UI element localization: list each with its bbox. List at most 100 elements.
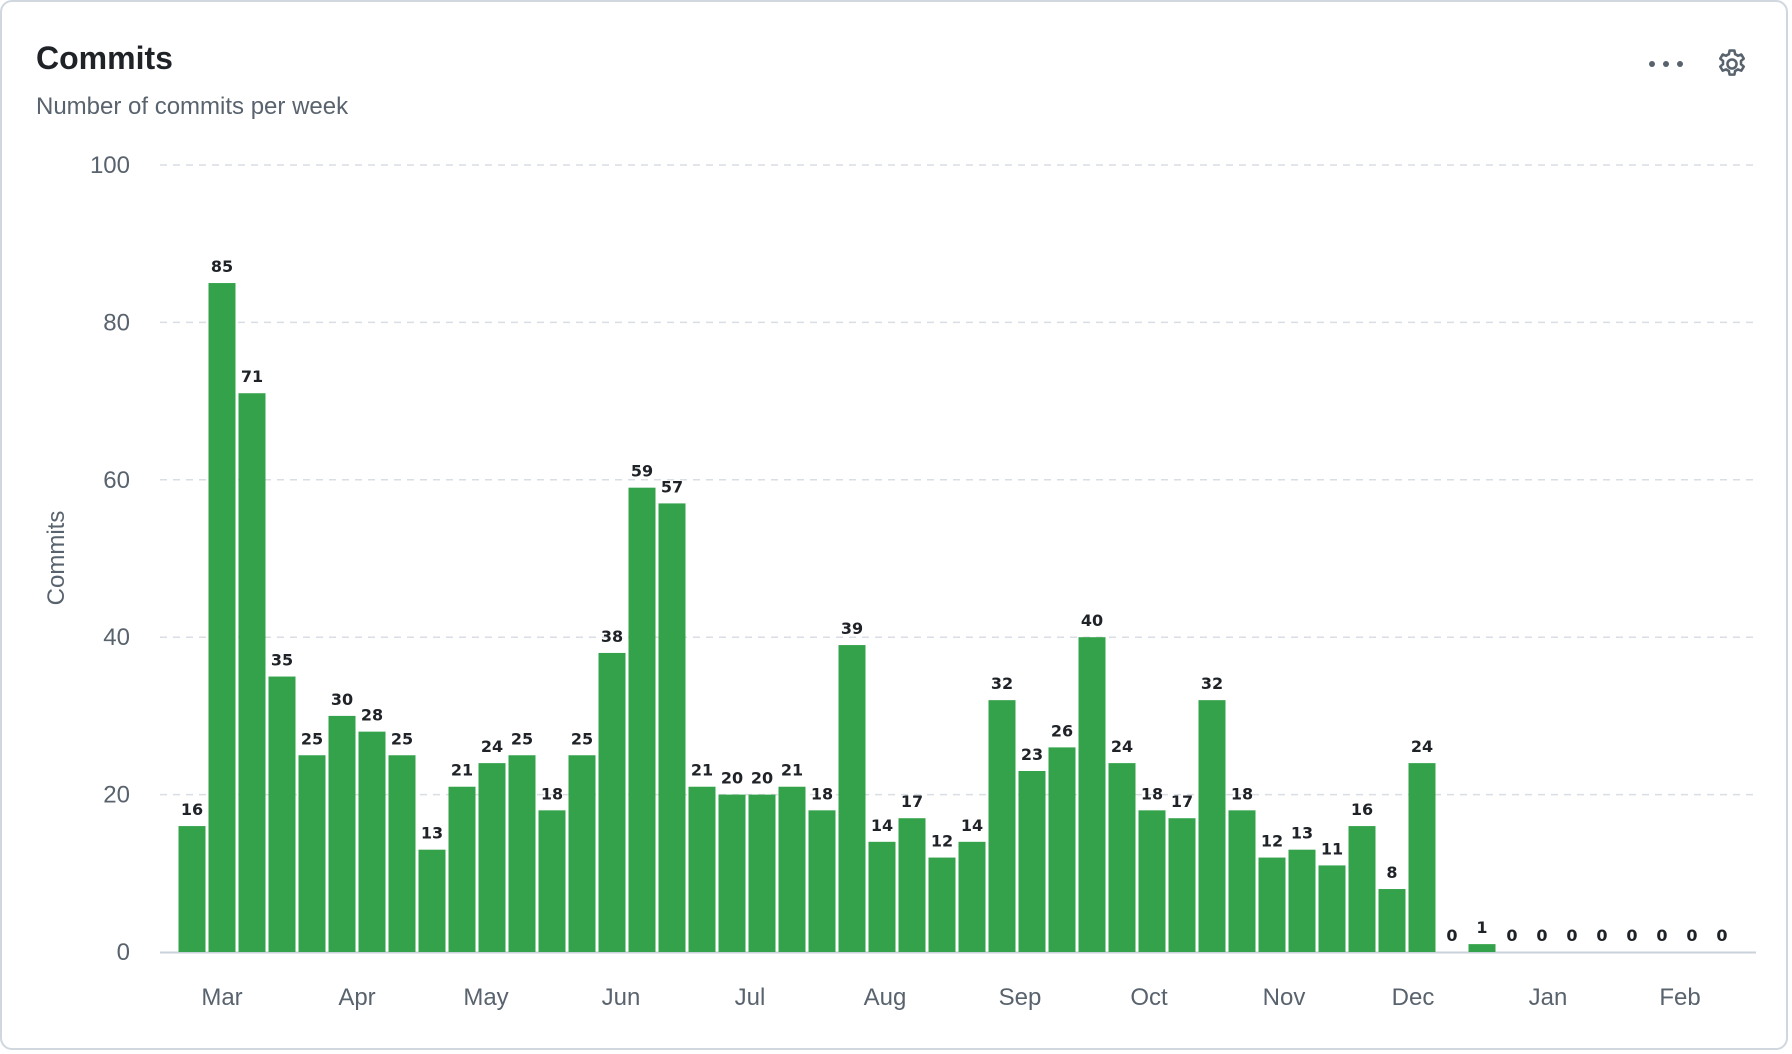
data-label: 30: [331, 690, 353, 709]
data-label: 0: [1536, 926, 1547, 945]
bar: [508, 755, 536, 952]
bar: [268, 676, 296, 952]
x-tick-label: Nov: [1263, 984, 1306, 1011]
data-label: 38: [601, 627, 623, 646]
data-label: 40: [1081, 611, 1103, 630]
bar: [1198, 700, 1226, 952]
x-tick-label: Dec: [1392, 984, 1435, 1011]
bar: [778, 786, 806, 952]
bar: [1048, 747, 1076, 952]
data-label: 24: [1411, 737, 1433, 756]
x-tick-label: Jun: [602, 984, 641, 1011]
data-label: 14: [961, 816, 983, 835]
data-label: 32: [991, 674, 1013, 693]
y-axis-title: Commits: [43, 511, 70, 606]
bar: [718, 794, 746, 952]
y-tick-label: 20: [103, 782, 130, 809]
bar: [898, 818, 926, 952]
x-tick-label: Aug: [864, 984, 907, 1011]
data-label: 25: [391, 729, 413, 748]
data-label: 0: [1566, 926, 1577, 945]
chart-title: Commits: [36, 40, 173, 76]
data-label: 85: [211, 257, 233, 276]
bar: [748, 794, 776, 952]
bar: [688, 786, 716, 952]
data-label: 21: [691, 761, 713, 780]
bar: [358, 731, 386, 952]
data-label: 0: [1446, 926, 1457, 945]
bar: [298, 755, 326, 952]
settings-button[interactable]: [1710, 42, 1754, 86]
x-tick-label: Sep: [999, 984, 1042, 1011]
data-label: 26: [1051, 721, 1073, 740]
bar: [1018, 770, 1046, 952]
bar: [418, 849, 446, 952]
bar: [178, 826, 206, 952]
bar: [1318, 865, 1346, 952]
x-tick-label: Oct: [1130, 984, 1168, 1011]
data-label: 18: [541, 784, 563, 803]
bar: [628, 487, 656, 952]
x-tick-label: May: [463, 984, 508, 1011]
data-label: 18: [811, 784, 833, 803]
bar: [598, 652, 626, 952]
data-label: 16: [181, 800, 203, 819]
more-options-button[interactable]: [1644, 42, 1688, 86]
data-label: 18: [1141, 784, 1163, 803]
bar: [388, 755, 416, 952]
x-tick-label: Feb: [1659, 984, 1700, 1011]
bar: [1348, 826, 1376, 952]
data-label: 28: [361, 706, 383, 725]
data-label: 16: [1351, 800, 1373, 819]
data-label: 57: [661, 477, 683, 496]
bar: [538, 810, 566, 952]
data-label: 14: [871, 816, 893, 835]
data-label: 12: [1261, 832, 1283, 851]
data-label: 25: [571, 729, 593, 748]
data-label: 25: [511, 729, 533, 748]
data-label: 24: [481, 737, 503, 756]
data-label: 0: [1626, 926, 1637, 945]
bar: [328, 715, 356, 952]
card-actions: [1644, 42, 1754, 86]
bar: [658, 503, 686, 952]
data-label: 17: [901, 792, 923, 811]
data-label: 71: [241, 367, 263, 386]
data-label: 1: [1476, 918, 1487, 937]
data-label: 0: [1596, 926, 1607, 945]
data-label: 25: [301, 729, 323, 748]
data-label: 18: [1231, 784, 1253, 803]
bar: [808, 810, 836, 952]
bar: [1288, 849, 1316, 952]
bar: [1168, 818, 1196, 952]
data-label: 0: [1686, 926, 1697, 945]
data-label: 11: [1321, 839, 1343, 858]
data-label: 32: [1201, 674, 1223, 693]
bar: [1138, 810, 1166, 952]
data-label: 12: [931, 832, 953, 851]
x-tick-label: Mar: [201, 984, 242, 1011]
data-label: 13: [421, 824, 443, 843]
bar: [238, 393, 266, 953]
bar: [1078, 637, 1106, 952]
data-label: 0: [1716, 926, 1727, 945]
data-label: 20: [751, 769, 773, 788]
gear-icon: [1718, 49, 1746, 76]
data-label: 8: [1386, 863, 1397, 882]
data-label: 21: [451, 761, 473, 780]
x-tick-label: Jan: [1529, 984, 1568, 1011]
bar: [928, 857, 956, 952]
bar: [958, 841, 986, 952]
bar: [988, 700, 1016, 952]
y-tick-label: 40: [103, 624, 130, 651]
data-label: 17: [1171, 792, 1193, 811]
data-label: 59: [631, 462, 653, 481]
bar: [1408, 763, 1436, 952]
y-tick-label: 100: [90, 152, 130, 179]
kebab-horizontal-icon: [1649, 61, 1683, 67]
bar: [208, 283, 236, 952]
data-label: 24: [1111, 737, 1133, 756]
data-label: 0: [1656, 926, 1667, 945]
y-tick-label: 0: [117, 939, 130, 966]
